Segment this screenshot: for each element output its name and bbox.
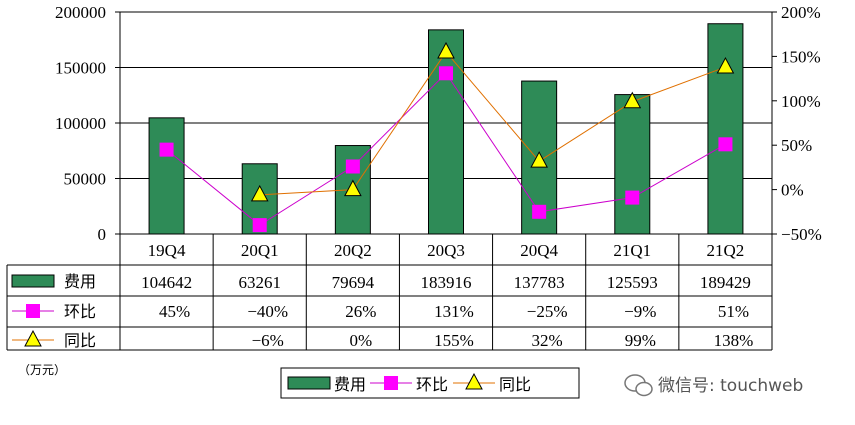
table-cell: 189429 — [700, 273, 751, 292]
point-环比-20Q1 — [252, 218, 267, 233]
category-label: 20Q4 — [520, 241, 558, 260]
watermark: 微信号: touchweb — [624, 374, 803, 397]
category-label: 21Q1 — [613, 241, 651, 260]
wechat-icon — [624, 374, 653, 397]
table-cell: 104642 — [141, 273, 192, 292]
table-cell: 26% — [345, 302, 376, 321]
legend-box — [280, 367, 580, 399]
point-环比-20Q3 — [439, 66, 453, 81]
point-环比-20Q2 — [345, 159, 360, 174]
row-label: 费用 — [64, 272, 96, 291]
right-tick-label: −50% — [781, 225, 822, 244]
unit-label: （万元） — [18, 363, 66, 377]
row-label: 环比 — [64, 302, 96, 321]
right-tick-label: 50% — [781, 136, 812, 155]
table-cell: 79694 — [332, 273, 375, 292]
point-同比-21Q2 — [716, 56, 735, 74]
row-label: 同比 — [64, 331, 96, 350]
table-cell: 183916 — [421, 273, 472, 292]
table-cell: 131% — [434, 302, 474, 321]
left-tick-label: 0 — [98, 225, 107, 244]
point-同比-20Q3 — [437, 41, 455, 59]
line-同比 — [259, 51, 726, 196]
point-同比-20Q1 — [250, 184, 269, 202]
bar-20Q3 — [428, 29, 464, 235]
point-同比-20Q2 — [344, 179, 362, 197]
table-cell: 32% — [532, 331, 563, 350]
right-tick-label: 150% — [781, 47, 821, 66]
point-环比-19Q4 — [159, 142, 174, 157]
table-key-bar — [11, 274, 55, 288]
watermark-text: 微信号: touchweb — [658, 376, 803, 396]
category-label: 20Q3 — [427, 241, 465, 260]
category-label: 19Q4 — [148, 241, 186, 260]
point-环比-21Q2 — [718, 137, 733, 152]
legend-key-bar — [287, 376, 331, 390]
table-key-marker — [24, 329, 42, 347]
table-cell: 155% — [434, 331, 474, 350]
bar-21Q2 — [707, 23, 744, 235]
point-环比-20Q4 — [532, 204, 547, 219]
table-cell: −9% — [624, 302, 656, 321]
right-tick-label: 0% — [781, 181, 804, 200]
left-tick-label: 50000 — [64, 170, 107, 189]
point-同比-20Q4 — [530, 151, 548, 168]
bar-21Q1 — [614, 94, 651, 235]
table-key-marker — [26, 304, 40, 318]
series-lines — [159, 41, 735, 233]
table-cell: −6% — [252, 331, 284, 350]
point-同比-21Q1 — [623, 91, 642, 109]
legend-label: 费用 — [334, 375, 366, 394]
left-axis: 0 50000 100000 150000 200000 — [55, 3, 120, 244]
category-label: 21Q2 — [707, 241, 745, 260]
left-tick-label: 100000 — [55, 114, 106, 133]
legend-label: 同比 — [499, 375, 531, 394]
table-cell: −25% — [527, 302, 568, 321]
table-cell: 0% — [350, 331, 373, 350]
table-cell: 99% — [625, 331, 656, 350]
data-table: 19Q4 20Q1 20Q2 20Q3 20Q4 21Q1 21Q2 费用 104642 6326… — [6, 233, 773, 351]
legend-key-marker — [465, 372, 483, 390]
legend-label: 环比 — [416, 375, 448, 394]
table-cell: 125593 — [607, 273, 658, 292]
table-cell: 45% — [159, 302, 190, 321]
right-axis: −50% 0% 50% 100% 150% 200% — [772, 3, 822, 244]
table-cell: 138% — [714, 331, 754, 350]
point-环比-21Q1 — [625, 190, 640, 205]
legend: 费用 环比 同比 — [280, 367, 580, 399]
legend-key-marker — [384, 376, 398, 390]
category-label: 20Q2 — [334, 241, 372, 260]
category-label: 20Q1 — [241, 241, 279, 260]
left-tick-label: 150000 — [55, 59, 106, 78]
table-cell: 51% — [718, 302, 749, 321]
table-cell: 137783 — [514, 273, 565, 292]
table-cell: 63261 — [238, 273, 281, 292]
left-tick-label: 200000 — [55, 3, 106, 22]
table-cell: −40% — [247, 302, 288, 321]
right-tick-label: 100% — [781, 92, 821, 111]
right-tick-label: 200% — [781, 3, 821, 22]
bar-19Q4 — [148, 117, 185, 235]
